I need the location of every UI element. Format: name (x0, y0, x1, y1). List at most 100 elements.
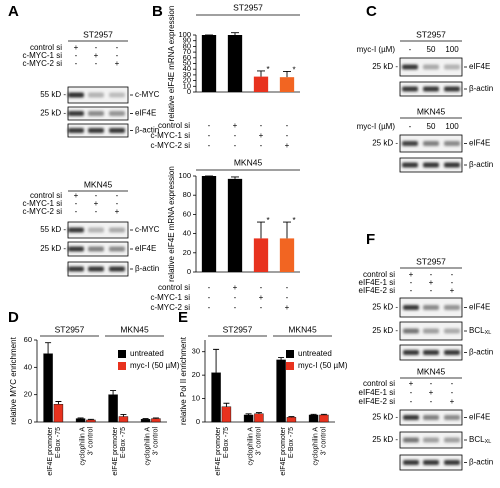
size-marker: 25 kD - (372, 435, 398, 444)
error-bar (223, 402, 230, 407)
legend-swatch (118, 350, 126, 358)
bar (253, 76, 269, 92)
blot-band (403, 305, 419, 310)
bar (75, 418, 86, 423)
y-tick-label: 10 (183, 81, 191, 90)
condition-sign: - (234, 141, 237, 150)
condition-label: control si (30, 191, 62, 200)
condition-sign: + (94, 51, 99, 60)
condition-sign: - (410, 388, 413, 397)
blot-band (423, 64, 439, 70)
bar (201, 176, 217, 272)
blot-band (444, 86, 460, 92)
y-tick-label: 0 (28, 417, 32, 426)
x-tick-label: eIF4E promoter (47, 426, 54, 475)
x-tick-label: E-Box -75 (288, 427, 295, 458)
band-name: eIF4E (469, 413, 490, 422)
condition-sign: + (409, 379, 414, 388)
condition-sign: - (208, 293, 211, 302)
panel-label: A (8, 3, 19, 20)
y-tick-label: 20 (24, 390, 32, 399)
condition-sign: - (286, 283, 289, 292)
y-tick-label: 60 (183, 53, 191, 62)
bar (221, 406, 232, 423)
condition-sign: + (233, 283, 238, 292)
condition-sign: - (410, 397, 413, 406)
band-label: BCLXL (469, 326, 491, 336)
band-name: eIF4E (469, 139, 490, 148)
x-tick-label: cyclophilin A (313, 427, 320, 466)
band-label: β-actin (469, 84, 493, 93)
band-label: eIF4E (135, 244, 156, 253)
band-name: eIF4E (135, 244, 156, 253)
band-name: β-actin (469, 348, 493, 357)
bar (286, 417, 297, 423)
band-label: β-actin (135, 264, 159, 273)
y-tick-label: 30 (183, 70, 191, 79)
bar (276, 359, 286, 423)
band-label: β-actin (469, 348, 493, 357)
band-label: c-MYC (135, 90, 160, 99)
y-tick-label: 20 (183, 248, 191, 257)
blot-title: MKN45 (417, 106, 446, 116)
error-bar (255, 412, 262, 414)
blot-band (423, 328, 439, 334)
panel-label: F (366, 231, 375, 248)
blot-band (403, 350, 419, 355)
condition-sign: 100 (445, 122, 459, 131)
blot-band (68, 246, 84, 252)
condition-sign: - (286, 121, 289, 130)
blot-band (423, 415, 439, 420)
blot-band (403, 415, 419, 420)
bar (86, 419, 96, 423)
size-marker: 25 kD - (372, 326, 398, 335)
condition-sign: - (95, 59, 98, 68)
error-bar (257, 221, 265, 239)
bar (211, 372, 221, 423)
band-name: BCL (469, 326, 485, 335)
band-label: β-actin (135, 126, 159, 135)
size-marker: 25 kD - (40, 109, 66, 118)
condition-sign: + (115, 207, 120, 216)
y-tick-label: 20 (183, 76, 191, 85)
x-tick-label: cyclophilin A (248, 427, 255, 466)
blot-band (444, 460, 460, 465)
bar (108, 394, 118, 423)
condition-sign: - (410, 286, 413, 295)
condition-sign: + (115, 59, 120, 68)
condition-sign: + (259, 293, 264, 302)
condition-sign: - (95, 207, 98, 216)
blot-band (109, 246, 125, 252)
condition-sign: - (116, 43, 119, 52)
blot-band (402, 141, 418, 146)
error-bar (288, 416, 295, 418)
condition-sign: + (429, 278, 434, 287)
blot-band (403, 460, 419, 465)
panel-label: E (178, 309, 188, 326)
band-subscript: XL (485, 330, 492, 336)
band-name: β-actin (135, 126, 159, 135)
condition-sign: - (95, 43, 98, 52)
error-bar (152, 417, 159, 419)
band-label: eIF4E (469, 62, 490, 71)
x-tick-label: cyclophilin A (145, 427, 152, 466)
condition-label: c-MYC-1 si (22, 199, 62, 208)
y-axis-label: relative Pol II enrichment (179, 336, 188, 425)
condition-sign: 50 (427, 122, 436, 131)
blot-band (423, 350, 439, 355)
blot-band (88, 128, 104, 133)
legend-swatch (286, 362, 294, 370)
condition-label: c-MYC-2 si (22, 207, 62, 216)
condition-sign: - (75, 51, 78, 60)
chart-title: MKN45 (234, 157, 263, 167)
error-bar (257, 70, 265, 77)
x-tick-label: cyclophilin A (80, 427, 87, 466)
bar (279, 238, 295, 272)
condition-label: c-MYC-2 si (150, 303, 190, 312)
blot-title: MKN45 (417, 366, 446, 376)
condition-sign: - (430, 270, 433, 279)
condition-sign: - (451, 388, 454, 397)
x-tick-label: E-Box -75 (223, 427, 230, 458)
panel-label: B (152, 3, 163, 20)
